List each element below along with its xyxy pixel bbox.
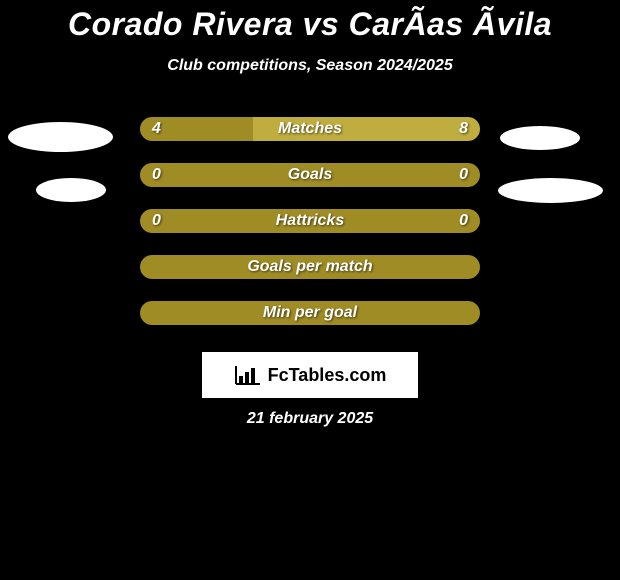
logo-text: FcTables.com xyxy=(268,365,387,386)
stat-value-left: 0 xyxy=(152,209,161,233)
bar-full-segment xyxy=(140,163,480,187)
stat-bar: Hattricks xyxy=(140,209,480,233)
bar-right-segment xyxy=(253,117,480,141)
stat-row-hattricks: Hattricks 0 0 xyxy=(0,209,620,233)
stat-value-right: 8 xyxy=(459,117,468,141)
stat-row-min-per-goal: Min per goal xyxy=(0,301,620,325)
subtitle: Club competitions, Season 2024/2025 xyxy=(0,57,620,75)
stat-value-left: 0 xyxy=(152,163,161,187)
logo-box: FcTables.com xyxy=(202,352,418,398)
stat-value-left: 4 xyxy=(152,117,161,141)
stat-row-goals-per-match: Goals per match xyxy=(0,255,620,279)
bar-full-segment xyxy=(140,209,480,233)
bar-full-segment xyxy=(140,301,480,325)
stat-row-goals: Goals 0 0 xyxy=(0,163,620,187)
bar-full-segment xyxy=(140,255,480,279)
stat-row-matches: Matches 4 8 xyxy=(0,117,620,141)
bar-chart-icon xyxy=(234,364,262,386)
stat-bar: Min per goal xyxy=(140,301,480,325)
page-title: Corado Rivera vs CarÃ­as Ãvila xyxy=(0,0,620,43)
stat-bar: Goals xyxy=(140,163,480,187)
date-label: 21 february 2025 xyxy=(0,410,620,428)
stat-bar: Matches xyxy=(140,117,480,141)
stat-bar: Goals per match xyxy=(140,255,480,279)
stat-value-right: 0 xyxy=(459,163,468,187)
stat-value-right: 0 xyxy=(459,209,468,233)
